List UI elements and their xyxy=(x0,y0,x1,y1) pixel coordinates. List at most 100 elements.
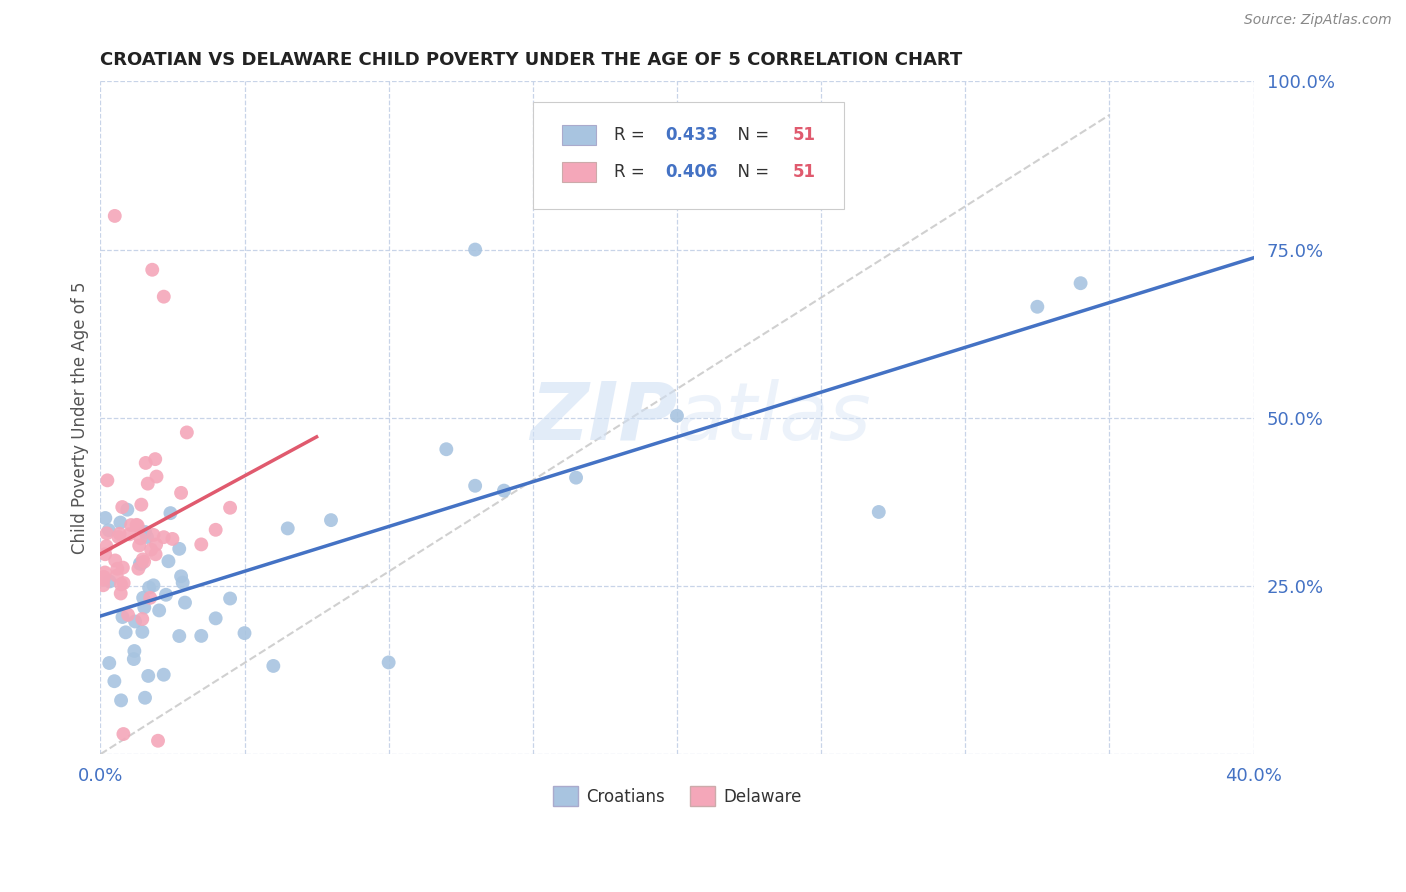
Point xyxy=(204,611,226,625)
Point xyxy=(114,625,136,640)
Text: R =: R = xyxy=(613,163,650,181)
Point xyxy=(122,652,145,666)
Point xyxy=(94,566,117,580)
Point xyxy=(111,560,134,574)
Point xyxy=(152,667,174,681)
Point xyxy=(492,483,515,498)
Point xyxy=(104,209,127,223)
Point xyxy=(132,591,155,605)
Point xyxy=(110,577,132,591)
Text: N =: N = xyxy=(727,163,773,181)
Point xyxy=(125,517,148,532)
Point xyxy=(103,674,125,689)
Point xyxy=(190,629,212,643)
Point xyxy=(319,513,342,527)
Point xyxy=(145,537,167,551)
Point xyxy=(96,526,118,541)
Point xyxy=(159,506,181,520)
Text: CROATIAN VS DELAWARE CHILD POVERTY UNDER THE AGE OF 5 CORRELATION CHART: CROATIAN VS DELAWARE CHILD POVERTY UNDER… xyxy=(100,51,963,69)
Point xyxy=(131,612,153,626)
Point xyxy=(665,409,688,423)
Point xyxy=(112,576,135,591)
Point xyxy=(190,537,212,551)
Point xyxy=(132,552,155,566)
Text: 51: 51 xyxy=(792,163,815,181)
Point xyxy=(98,656,121,670)
Point xyxy=(127,518,149,533)
Point xyxy=(111,610,134,624)
Point xyxy=(93,573,115,587)
Point xyxy=(105,562,128,576)
Text: N =: N = xyxy=(727,126,773,145)
Point xyxy=(143,452,166,467)
Text: atlas: atlas xyxy=(676,379,872,457)
Point xyxy=(117,502,139,516)
Point xyxy=(111,500,134,514)
Point xyxy=(128,557,150,571)
Point xyxy=(169,629,191,643)
Point xyxy=(170,569,193,583)
Point xyxy=(1026,300,1049,314)
Point xyxy=(134,600,156,615)
Text: R =: R = xyxy=(613,126,650,145)
Text: Source: ZipAtlas.com: Source: ZipAtlas.com xyxy=(1244,13,1392,28)
Point xyxy=(136,669,159,683)
Point xyxy=(91,578,114,592)
Point xyxy=(174,596,197,610)
Point xyxy=(134,524,156,539)
Point xyxy=(157,554,180,568)
Point xyxy=(152,530,174,544)
Point xyxy=(141,262,163,277)
Point xyxy=(146,733,169,747)
Point xyxy=(134,690,156,705)
Point xyxy=(138,581,160,595)
Point xyxy=(107,530,129,544)
Point xyxy=(136,476,159,491)
FancyBboxPatch shape xyxy=(533,102,844,210)
Point xyxy=(98,574,121,589)
Point xyxy=(1070,276,1092,290)
Point xyxy=(262,659,284,673)
Text: 0.406: 0.406 xyxy=(665,163,718,181)
Point xyxy=(131,624,153,639)
Point xyxy=(96,474,118,488)
FancyBboxPatch shape xyxy=(561,162,596,182)
Point xyxy=(233,626,256,640)
Point xyxy=(129,531,152,545)
Point xyxy=(145,547,167,561)
Point xyxy=(219,591,242,606)
Point xyxy=(565,470,588,484)
Point xyxy=(142,528,165,542)
Point xyxy=(117,607,139,622)
Point xyxy=(108,526,131,541)
Point xyxy=(170,486,193,500)
Point xyxy=(134,555,156,569)
Point xyxy=(124,615,146,629)
Point xyxy=(129,557,152,571)
Point xyxy=(204,523,226,537)
Point xyxy=(93,570,115,584)
Point xyxy=(97,523,120,537)
Point xyxy=(94,511,117,525)
Point xyxy=(96,539,118,553)
Point xyxy=(172,575,194,590)
Point xyxy=(124,644,146,658)
Y-axis label: Child Poverty Under the Age of 5: Child Poverty Under the Age of 5 xyxy=(72,282,89,554)
Point xyxy=(110,586,132,600)
Point xyxy=(277,521,299,535)
Text: 51: 51 xyxy=(792,126,815,145)
Point xyxy=(104,553,127,567)
Point xyxy=(162,532,184,546)
Point xyxy=(145,469,167,483)
Point xyxy=(94,547,117,561)
Point xyxy=(139,591,162,605)
Point xyxy=(127,562,149,576)
Point xyxy=(105,568,128,582)
Point xyxy=(135,456,157,470)
Point xyxy=(148,603,170,617)
Point xyxy=(434,442,457,457)
Point xyxy=(118,527,141,541)
Text: ZIP: ZIP xyxy=(530,379,676,457)
Legend: Croatians, Delaware: Croatians, Delaware xyxy=(546,780,808,814)
Point xyxy=(142,578,165,592)
